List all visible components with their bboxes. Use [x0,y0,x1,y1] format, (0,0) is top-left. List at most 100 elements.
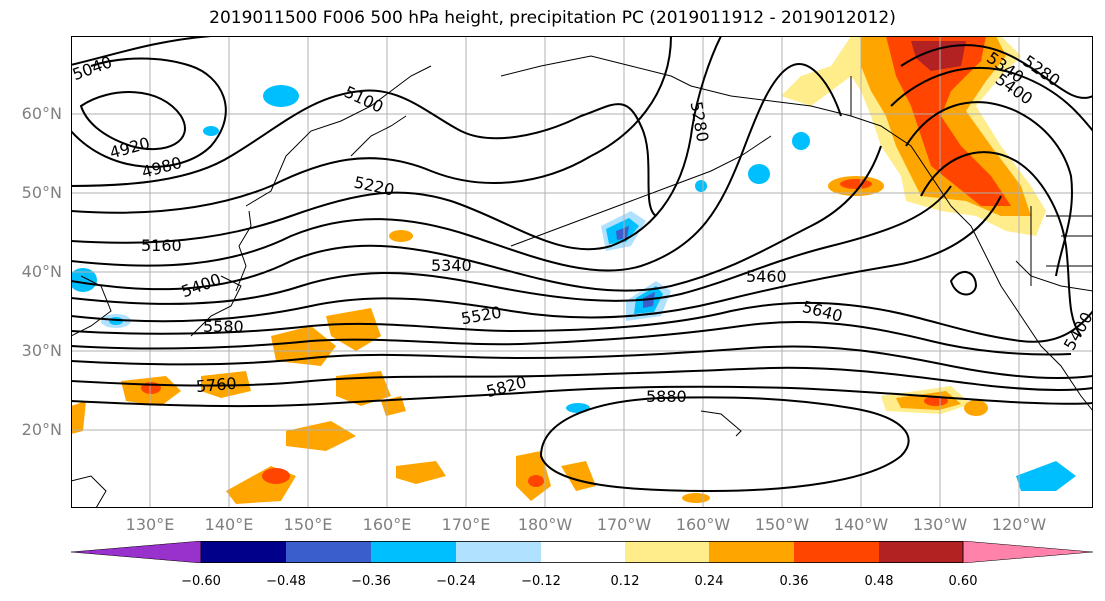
contour-line [71,36,672,214]
colorbar-tick: −0.36 [351,574,391,589]
colorbar-svg [70,540,1094,564]
lon-label: 180°W [517,515,573,534]
contour-label: 5760 [195,374,237,396]
coastline [235,210,252,292]
colorbar-tick: −0.60 [181,574,221,589]
lon-label: 120°W [991,515,1047,534]
coastline [1015,260,1093,292]
precip-positive-area [561,461,596,491]
precip-positive-area [528,475,544,487]
contour-label: 5340 [431,256,472,275]
contour-line [71,320,1072,356]
height-contours [71,36,1093,493]
lon-label: 130°W [912,515,968,534]
contour-line [71,345,1093,379]
precip-positive-area [389,230,413,242]
colorbar-segment [371,541,456,563]
precip-positive-area [271,326,336,366]
coastline [350,115,407,157]
lon-label: 150°E [283,515,333,534]
precip-negative-area [263,85,299,107]
contour-line [71,185,952,305]
precip-positive-area [840,179,872,189]
precip-positive-area [262,468,290,484]
colorbar-segment [541,541,625,563]
lat-label: 30°N [21,341,62,360]
precip-positive-area [336,371,391,406]
lat-label: 60°N [21,104,62,123]
contour-line [890,67,1093,132]
lon-label: 140°W [833,515,889,534]
lat-label: 20°N [21,420,62,439]
coastline [71,475,107,508]
lat-label: 50°N [21,183,62,202]
coastline [510,135,772,247]
lon-label: 130°E [125,515,175,534]
coastlines [71,55,1093,508]
lon-label: 160°E [362,515,412,534]
precip-negative-area [1016,461,1076,491]
lon-label: 150°W [754,515,810,534]
colorbar-segment [625,541,709,563]
precip-positive-area [964,400,988,416]
precip-positive-area [286,421,356,451]
colorbar-segment [794,541,879,563]
gridlines [71,36,1093,508]
contour-line [71,301,1093,343]
colorbar-segment [456,541,541,563]
map-frame [71,36,1093,508]
precip-positive-area [924,396,948,406]
precip-negative-area [203,126,219,136]
colorbar-segment [709,541,794,563]
contour-line [920,151,1082,337]
contour-label: 5460 [746,267,787,286]
coastline [190,275,242,337]
contour-label: 5580 [203,317,244,336]
colorbar [70,540,1094,567]
colorbar-tick: 0.36 [779,574,809,589]
precip-positive-area [886,36,1011,206]
contour-line [71,366,1093,392]
colorbar-tick: −0.24 [436,574,476,589]
coastline [71,275,112,337]
coastline [950,205,1093,412]
precip-negative-area [566,403,590,413]
contour-line [71,385,1093,408]
colorbar-tick: 0.24 [694,574,724,589]
precip-positive-area [71,401,86,434]
contour-line [71,36,212,66]
precip-negative-area [695,180,707,192]
colorbar-tick: −0.12 [521,574,561,589]
colorbar-segment [286,541,371,563]
contour-line [71,145,882,292]
colorbar-tick: 0.60 [948,574,978,589]
contour-line [905,101,1073,277]
contour-line [71,63,842,272]
colorbar-tick: 0.48 [864,574,894,589]
contour-line [79,91,186,151]
colorbar-segment [201,541,286,563]
contour-label: 5880 [646,387,687,406]
colorbar-extend-high [962,540,1094,564]
contour-line [71,89,657,217]
precip-negative-area [792,132,810,150]
colorbar-segment [879,541,963,563]
precip-negative-area [616,226,629,240]
precip-positive-area [682,493,710,503]
map-panel: 5040 4920 4980 5100 5220 5280 5160 5400 … [71,36,1093,508]
map-canvas: 5040 4920 4980 5100 5220 5280 5160 5400 … [71,36,1093,508]
precip-negative-area [71,268,97,292]
precip-negative-area [748,164,770,184]
map-title: 2019011500 F006 500 hPa height, precipit… [209,8,896,28]
lon-label: 140°E [204,515,254,534]
coastline [245,65,432,207]
lat-label: 40°N [21,262,62,281]
contour-line [900,44,1093,99]
precip-positive-area [396,461,446,484]
colorbar-tick: 0.12 [610,574,640,589]
contour-line [949,271,978,296]
lon-label: 170°E [441,515,491,534]
contour-line [71,57,227,168]
contour-line [71,195,1002,323]
lon-label: 170°W [596,515,652,534]
